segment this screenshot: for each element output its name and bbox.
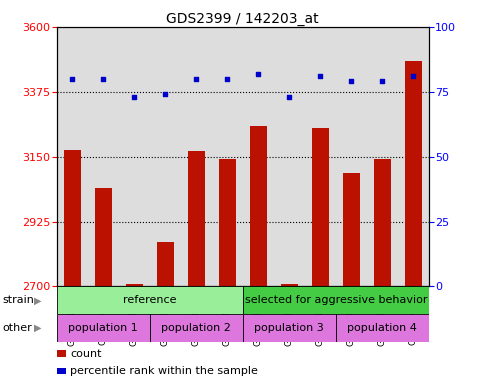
Bar	[312, 128, 329, 286]
Bar	[188, 151, 205, 286]
Title: GDS2399 / 142203_at: GDS2399 / 142203_at	[167, 12, 319, 26]
Text: other: other	[2, 323, 32, 333]
Text: population 3: population 3	[254, 323, 324, 333]
Point	[99, 76, 107, 82]
Bar	[64, 150, 81, 286]
Text: percentile rank within the sample: percentile rank within the sample	[70, 366, 258, 376]
Text: strain: strain	[2, 295, 35, 305]
Bar	[336, 314, 429, 342]
Bar	[126, 284, 143, 286]
Text: population 2: population 2	[161, 323, 231, 333]
Point	[379, 78, 387, 84]
Bar	[157, 242, 174, 286]
Point	[410, 73, 418, 79]
Text: reference: reference	[123, 295, 176, 305]
Bar	[250, 126, 267, 286]
Text: ▶: ▶	[34, 323, 41, 333]
Text: population 1: population 1	[69, 323, 138, 333]
Point	[130, 94, 138, 100]
Bar	[281, 284, 298, 286]
Bar	[343, 172, 360, 286]
Bar	[150, 314, 243, 342]
Bar	[95, 189, 112, 286]
Bar	[219, 159, 236, 286]
Point	[348, 78, 355, 84]
Point	[192, 76, 200, 82]
Text: population 4: population 4	[348, 323, 417, 333]
Point	[161, 91, 169, 98]
Bar	[374, 159, 391, 286]
Point	[317, 73, 324, 79]
Bar	[243, 286, 429, 314]
Bar	[57, 286, 243, 314]
Point	[68, 76, 76, 82]
Text: count: count	[70, 349, 102, 359]
Text: selected for aggressive behavior: selected for aggressive behavior	[245, 295, 427, 305]
Point	[223, 76, 231, 82]
Point	[254, 71, 262, 77]
Bar	[243, 314, 336, 342]
Bar	[57, 314, 150, 342]
Point	[285, 94, 293, 100]
Bar	[405, 61, 422, 286]
Text: ▶: ▶	[34, 295, 41, 305]
